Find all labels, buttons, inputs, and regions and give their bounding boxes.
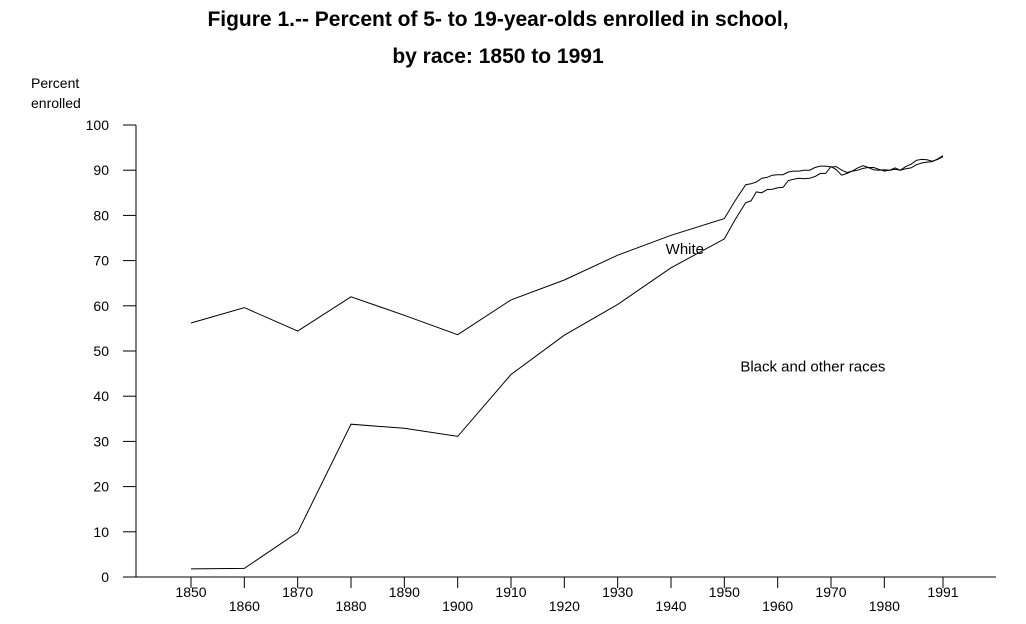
x-tick-label: 1960 bbox=[762, 598, 793, 614]
y-tick-label: 80 bbox=[93, 207, 109, 223]
y-tick-label: 30 bbox=[93, 433, 109, 449]
chart-title-line-2: by race: 1850 to 1991 bbox=[392, 45, 604, 68]
y-tick-label: 0 bbox=[101, 569, 109, 585]
x-tick-label: 1950 bbox=[709, 584, 740, 600]
x-tick-label: 1940 bbox=[655, 598, 686, 614]
y-tick-label: 20 bbox=[93, 479, 109, 495]
y-tick-label: 10 bbox=[93, 524, 109, 540]
x-tick-label: 1870 bbox=[282, 584, 313, 600]
x-tick-label: 1860 bbox=[229, 598, 260, 614]
y-tick-label: 60 bbox=[93, 298, 109, 314]
y-tick-label: 100 bbox=[86, 117, 110, 133]
x-tick-label: 1910 bbox=[495, 584, 526, 600]
chart-title-line-1: Figure 1.-- Percent of 5- to 19-year-old… bbox=[207, 8, 788, 31]
x-tick-label: 1970 bbox=[815, 584, 846, 600]
series-annotation: Black and other races bbox=[740, 358, 885, 375]
y-tick-label: 90 bbox=[93, 162, 109, 178]
x-tick-label: 1930 bbox=[602, 584, 633, 600]
x-tick-label: 1920 bbox=[549, 598, 580, 614]
x-tick-label: 1900 bbox=[442, 598, 473, 614]
series-line-black-and-other-races bbox=[190, 156, 944, 570]
annotation-layer: White Black and other races bbox=[666, 241, 886, 376]
y-tick-label: 40 bbox=[93, 388, 109, 404]
x-tick-label: 1890 bbox=[389, 584, 420, 600]
y-tick-label: 70 bbox=[93, 253, 109, 269]
y-axis-label-line-2: enrolled bbox=[31, 95, 81, 111]
series-layer bbox=[190, 155, 944, 570]
x-tick-label: 1980 bbox=[869, 598, 900, 614]
series-line-white bbox=[190, 155, 944, 336]
x-tick-label: 1991 bbox=[927, 584, 958, 600]
y-tick-label: 50 bbox=[93, 343, 109, 359]
x-axis-ticks: 1850 1860 1870 1880 1890 1900 1910 1920 1930 1940… bbox=[175, 577, 959, 614]
y-axis-label-line-1: Percent bbox=[31, 75, 79, 91]
series-annotation: White bbox=[666, 241, 704, 258]
x-tick-label: 1880 bbox=[335, 598, 366, 614]
y-axis-ticks: 0 10 20 30 40 50 60 70 80 90 100 bbox=[86, 117, 136, 585]
x-tick-label: 1850 bbox=[175, 584, 206, 600]
